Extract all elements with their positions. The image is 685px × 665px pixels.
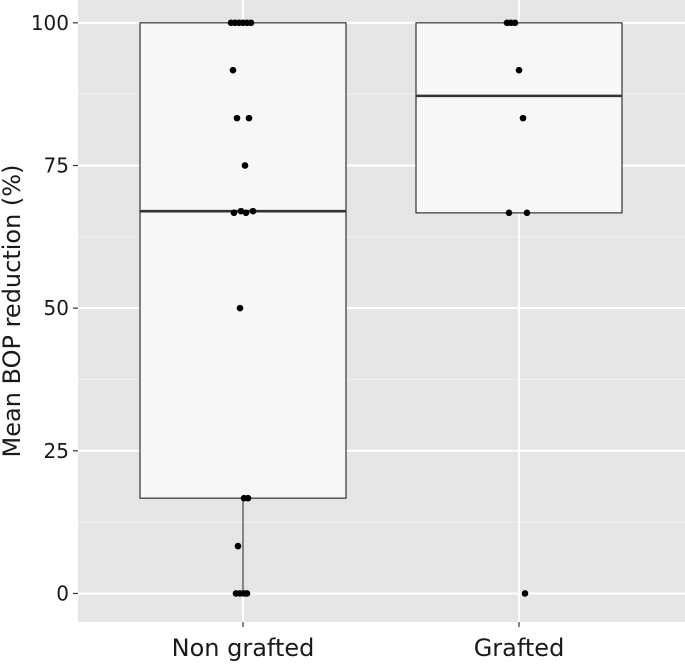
- data-point: [243, 590, 251, 597]
- x-tick-label: Non grafted: [172, 634, 315, 662]
- box-iqr: [139, 22, 347, 499]
- data-points: [227, 19, 531, 597]
- data-point: [515, 66, 523, 74]
- boxes: [139, 22, 623, 594]
- box-non-grafted: [139, 22, 347, 594]
- y-tick-label: 50: [44, 296, 69, 320]
- x-axis: Non grafted Grafted: [172, 622, 565, 662]
- data-point: [521, 590, 529, 597]
- y-axis-title: Mean BOP reduction (%): [0, 165, 26, 458]
- data-point: [519, 114, 527, 122]
- data-point: [247, 19, 255, 27]
- y-tick-label: 75: [44, 153, 69, 177]
- data-point: [234, 542, 242, 550]
- y-tick-label: 100: [31, 11, 69, 35]
- data-point: [511, 19, 519, 27]
- data-point: [505, 209, 513, 217]
- data-point: [241, 162, 249, 169]
- data-point: [249, 207, 257, 215]
- data-point: [523, 209, 531, 217]
- x-tick-label: Grafted: [474, 634, 565, 662]
- data-point: [233, 114, 241, 122]
- data-point: [230, 209, 238, 217]
- box-grafted: [415, 22, 623, 214]
- data-point: [236, 304, 244, 312]
- data-point: [242, 209, 250, 217]
- data-point: [237, 207, 245, 215]
- y-tick-label: 0: [56, 581, 69, 605]
- box-iqr: [415, 22, 623, 214]
- data-point: [244, 494, 252, 502]
- data-point: [229, 66, 237, 74]
- y-tick-label: 25: [44, 439, 69, 463]
- data-point: [245, 114, 253, 122]
- y-axis: 0 25 50 75 100: [31, 11, 78, 605]
